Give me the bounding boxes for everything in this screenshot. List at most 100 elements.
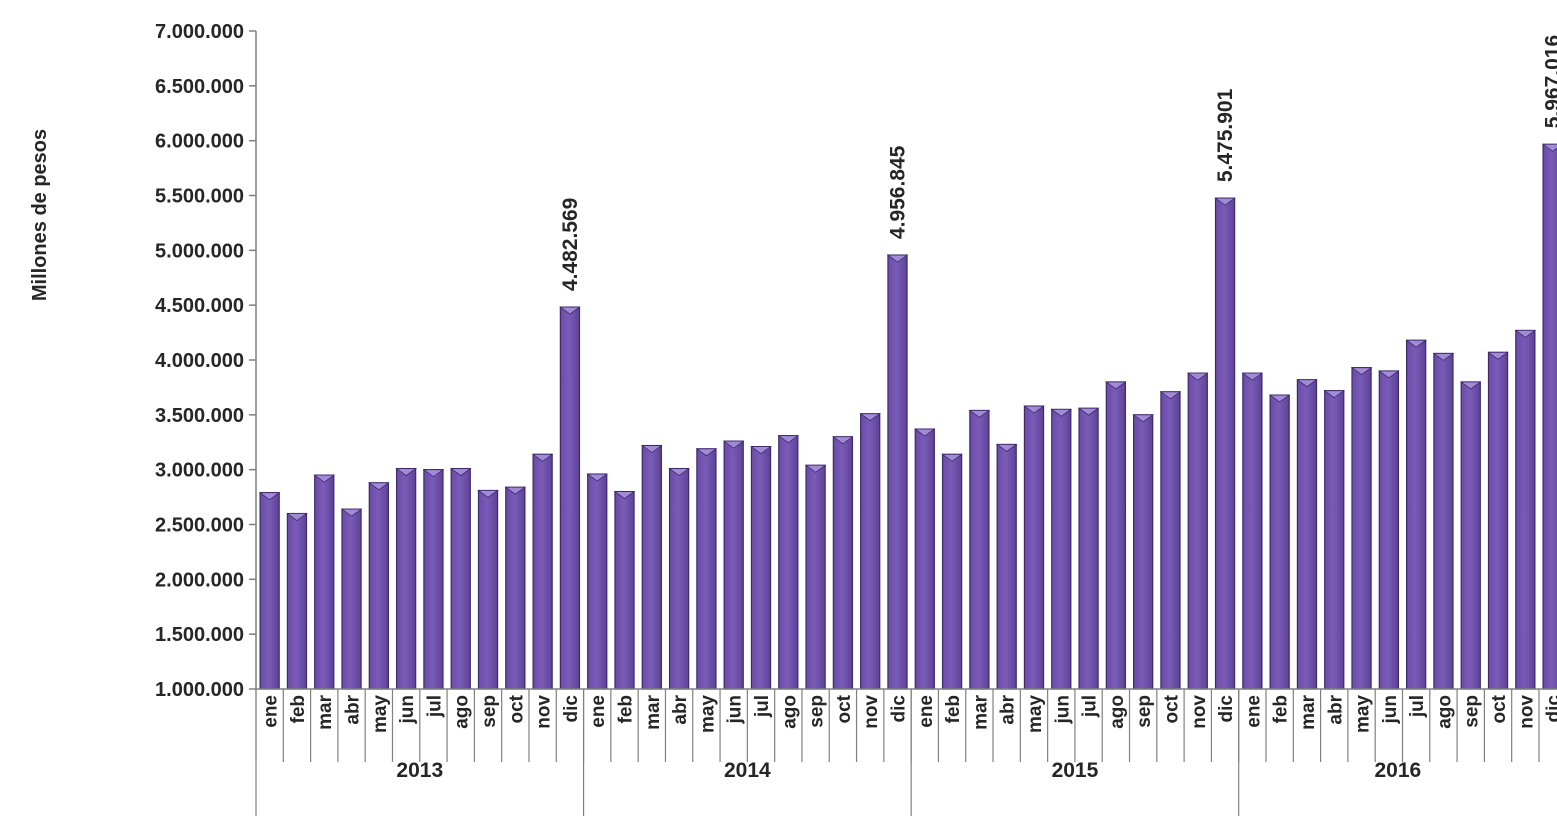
x-tick-label: feb <box>616 695 637 724</box>
x-tick-label: feb <box>1271 695 1292 724</box>
x-tick-label: ene <box>1243 695 1264 728</box>
bar <box>449 467 472 690</box>
y-tick-label: 4.000.000 <box>155 350 244 372</box>
x-tick-label: oct <box>1161 694 1182 723</box>
y-tick-label: 6.500.000 <box>155 76 244 98</box>
y-tick-label: 1.500.000 <box>155 624 244 646</box>
bar <box>1350 367 1373 690</box>
bar <box>1378 370 1400 690</box>
bar <box>886 254 909 690</box>
bar <box>968 409 991 690</box>
bar <box>1214 197 1236 690</box>
bar <box>695 448 718 690</box>
bar <box>504 486 527 690</box>
bar <box>1405 339 1427 690</box>
bar <box>1159 391 1182 690</box>
x-tick-label: nov <box>861 695 882 729</box>
x-tick-label: nov <box>534 695 555 729</box>
y-tick-label: 2.500.000 <box>155 515 244 537</box>
x-axis: ene feb mar abr may jun jul ago sep oct nov dic ene f… <box>255 688 1557 816</box>
x-tick-label: oct <box>1489 694 1510 723</box>
x-tick-label: ago <box>1434 695 1455 729</box>
y-tick-label: 1.000.000 <box>155 679 244 701</box>
x-tick-label: ene <box>588 695 609 728</box>
x-tick-label: mar <box>970 694 991 729</box>
bar <box>777 435 800 690</box>
x-tick-label: oct <box>506 694 527 723</box>
bar <box>1023 405 1045 690</box>
bar <box>1296 379 1318 690</box>
x-tick-label: abr <box>1325 694 1346 724</box>
bar <box>258 492 281 690</box>
x-tick-label: ago <box>779 695 800 729</box>
bar <box>477 489 499 690</box>
data-label: 5.967.016 <box>1542 35 1557 128</box>
bar <box>941 453 963 690</box>
y-tick-label: 4.500.000 <box>155 295 244 317</box>
bar <box>804 464 827 690</box>
y-axis-title: Millones de pesos <box>29 129 51 301</box>
x-tick-label: jul <box>1080 695 1101 718</box>
bar <box>1186 372 1209 690</box>
bar <box>750 446 772 690</box>
y-tick-label: 6.000.000 <box>155 131 244 153</box>
bar <box>914 428 936 690</box>
bar <box>859 413 881 690</box>
data-label: 4.956.845 <box>886 145 909 239</box>
bar <box>395 467 417 690</box>
y-axis: 1.000.000 1.500.000 2.000.000 2.500.000 3.00… <box>155 21 257 701</box>
x-tick-label: may <box>1025 695 1046 733</box>
bar <box>641 444 663 690</box>
bar <box>995 443 1018 690</box>
x-tick-label: jul <box>1407 695 1428 718</box>
x-tick-label: feb <box>288 695 309 724</box>
x-tick-label: abr <box>998 694 1019 724</box>
y-tick-label: 7.000.000 <box>155 21 244 43</box>
y-tick-label: 3.000.000 <box>155 460 244 482</box>
x-tick-label: jun <box>725 695 746 725</box>
year-label: 2013 <box>396 759 443 782</box>
bar <box>1132 414 1154 690</box>
x-tick-label: sep <box>1134 695 1155 728</box>
bar <box>1268 394 1291 690</box>
x-tick-label: mar <box>1298 694 1319 729</box>
x-tick-label: sep <box>1462 695 1483 728</box>
x-tick-label: oct <box>834 694 855 723</box>
y-tick-label: 5.500.000 <box>155 186 244 208</box>
x-tick-label: jun <box>1052 695 1073 725</box>
x-tick-label: nov <box>1516 695 1537 729</box>
bar <box>559 306 581 690</box>
year-label: 2016 <box>1374 759 1421 782</box>
bar <box>313 474 336 690</box>
x-tick-label: dic <box>1216 695 1237 723</box>
bar <box>668 467 690 690</box>
data-labels: 4.482.569 4.956.845 5.475.901 5.967.016 <box>559 35 1557 291</box>
bar <box>1077 407 1100 690</box>
x-tick-label: dic <box>888 695 909 723</box>
bar <box>1541 143 1557 690</box>
bar <box>613 491 636 690</box>
bar <box>1323 390 1346 690</box>
x-tick-label: dic <box>561 695 582 723</box>
bar <box>286 512 308 690</box>
data-label: 4.482.569 <box>559 198 582 291</box>
x-tick-label: mar <box>315 694 336 729</box>
bar <box>1487 351 1509 690</box>
y-tick-label: 2.000.000 <box>155 569 244 591</box>
bar <box>1050 408 1073 690</box>
bar <box>422 469 445 690</box>
x-tick-label: jun <box>397 695 418 725</box>
bar <box>368 482 390 690</box>
x-tick-label: ago <box>452 695 473 729</box>
x-tick-label: jun <box>1380 695 1401 725</box>
x-tick-label: may <box>697 695 718 733</box>
x-tick-label: ene <box>261 695 282 728</box>
bar <box>1432 352 1455 690</box>
bar <box>531 453 554 690</box>
x-tick-label: may <box>1353 695 1374 733</box>
bar <box>1105 381 1127 690</box>
data-label: 5.475.901 <box>1214 88 1237 182</box>
x-tick-label: ago <box>1107 695 1128 729</box>
x-tick-label: dic <box>1544 695 1557 723</box>
bar <box>832 436 854 690</box>
